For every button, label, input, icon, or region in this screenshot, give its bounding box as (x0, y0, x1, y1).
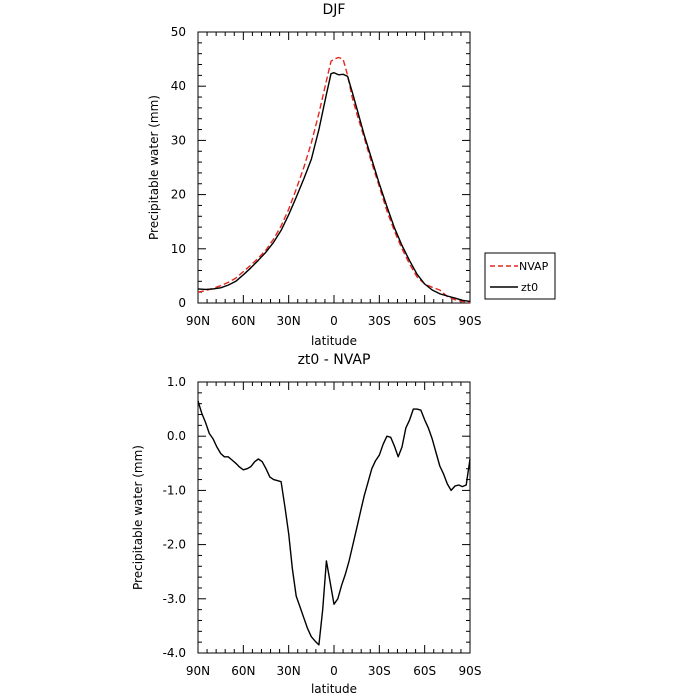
chart1-x-tick-label: 30S (368, 664, 391, 678)
chart0-series-line-zt0 (197, 71, 471, 303)
chart1-series-line-0 (197, 400, 471, 646)
chart0-x-tick-label: 30N (277, 314, 301, 328)
chart0-y-tick-label: 20 (171, 188, 186, 202)
chart0-x-tick-label: 90S (459, 314, 482, 328)
chart1-plot-frame (197, 381, 471, 654)
legend-label-zt0: zt0 (521, 281, 538, 294)
chart0-y-tick-label: 10 (171, 242, 186, 256)
chart0-x-tick-label: 30S (368, 314, 391, 328)
chart1-x-tick-label: 30N (277, 664, 301, 678)
chart-djf: 90N 60N 30N 0 30S 60S 90S 0 10 20 30 40 50 DJF latitud… (147, 2, 481, 348)
chart0-series-line-nvap (197, 56, 471, 304)
chart0-y-tick-label: 30 (171, 133, 186, 147)
chart1-title: zt0 - NVAP (298, 352, 371, 368)
chart1-x-tick-label: 60N (231, 664, 255, 678)
chart0-title: DJF (323, 2, 346, 18)
chart0-y-axis-label: Precipitable water (mm) (147, 95, 161, 240)
chart0-x-axis-label: latitude (311, 334, 357, 348)
chart1-x-axis-label: latitude (311, 682, 357, 696)
chart0-y-tick-label: 0 (178, 296, 186, 310)
legend: NVAP zt0 (484, 252, 556, 300)
chart1-y-tick-label: 0.0 (167, 429, 186, 443)
chart1-x-tick-label: 60S (413, 664, 436, 678)
chart1-y-axis-label: Precipitable water (mm) (131, 445, 145, 590)
chart0-x-tick-label: 60N (231, 314, 255, 328)
chart0-x-tick-label: 0 (330, 314, 338, 328)
chart1-y-tick-label: -3.0 (163, 592, 186, 606)
chart0-x-tick-label: 60S (413, 314, 436, 328)
chart-difference: 90N 60N 30N 0 30S 60S 90S -4.0 -3.0 -2.0 -1.0 0.0 1.… (131, 352, 481, 696)
chart0-x-tick-label: 90N (186, 314, 210, 328)
chart1-x-tick-label: 90N (186, 664, 210, 678)
chart0-y-tick-label: 50 (171, 25, 186, 39)
chart1-x-tick-label: 0 (330, 664, 338, 678)
chart0-y-tick-label: 40 (171, 79, 186, 93)
legend-label-nvap: NVAP (519, 260, 549, 273)
legend-box (484, 252, 556, 300)
chart1-x-tick-label: 90S (459, 664, 482, 678)
chart1-y-tick-label: 1.0 (167, 375, 186, 389)
chart1-y-tick-label: -2.0 (163, 538, 186, 552)
chart1-y-tick-label: -1.0 (163, 483, 186, 497)
chart1-y-tick-label: -4.0 (163, 646, 186, 660)
